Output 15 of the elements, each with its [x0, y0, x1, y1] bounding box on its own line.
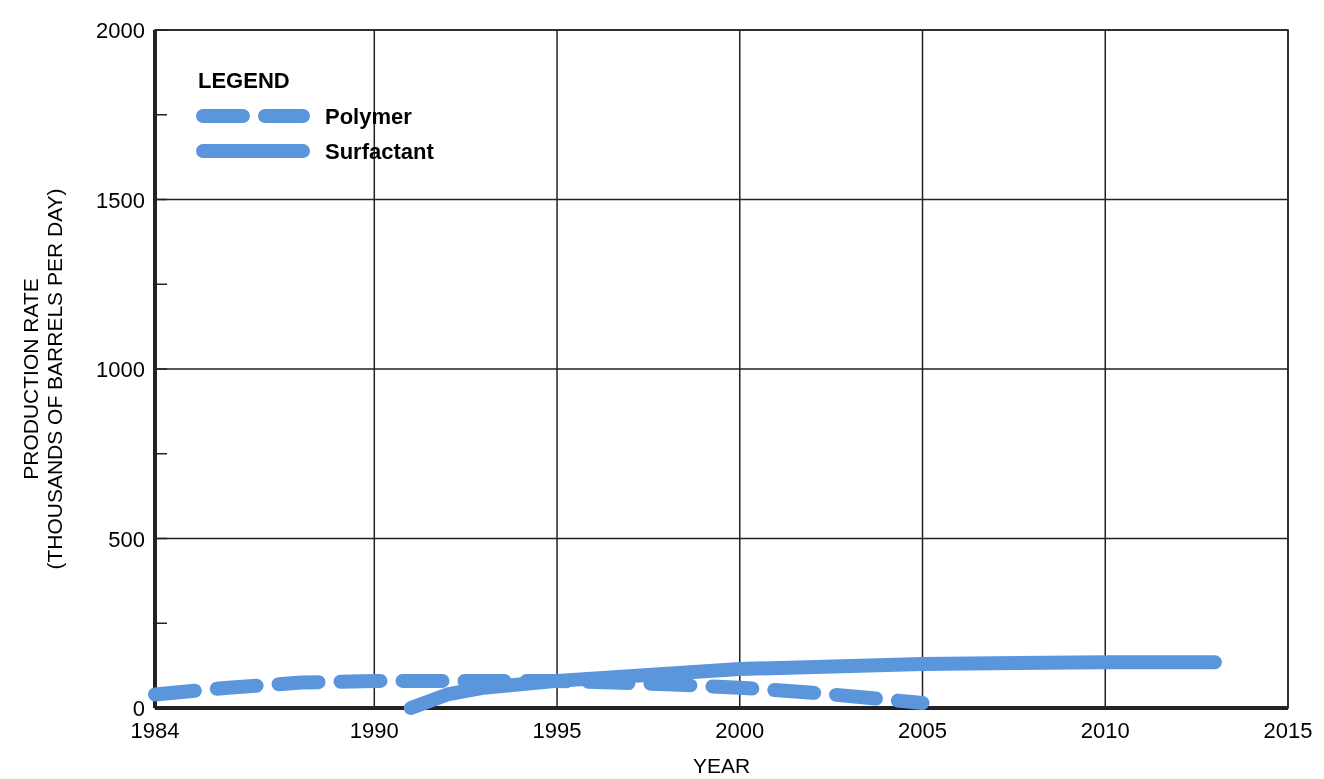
x-tick-label: 2010 [1080, 718, 1130, 743]
y-tick-label: 1000 [96, 357, 145, 382]
y-tick-label: 2000 [96, 18, 145, 43]
x-tick-label: 1995 [532, 718, 582, 743]
y-tick-label: 1500 [96, 187, 145, 213]
x-tick-label: 2000 [715, 718, 765, 743]
y-axis-title: PRODUCTION RATE (THOUSANDS OF BARRELS PER DAY) [19, 188, 66, 570]
x-tick-label: 2005 [898, 718, 947, 743]
x-tick-label: 1990 [349, 718, 399, 743]
x-tick-label: 2015 [1263, 718, 1313, 743]
x-axis-title: YEAR [692, 754, 751, 777]
x-tick-label: 1984 [130, 718, 180, 743]
y-tick-label: 0 [132, 696, 145, 721]
legend-title: LEGEND [198, 68, 290, 93]
y-tick-label: 500 [108, 526, 145, 552]
